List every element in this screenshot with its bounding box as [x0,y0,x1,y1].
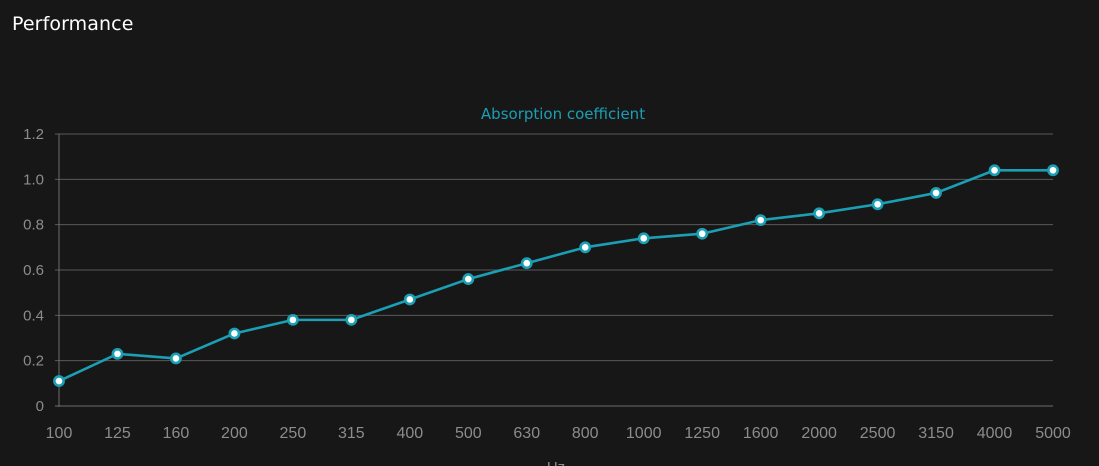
x-tick-label: 125 [104,425,131,442]
data-point [462,273,475,285]
y-tick-label: 0 [36,398,44,415]
x-axis-label: Hz [547,459,565,466]
x-tick-label: 100 [46,425,73,442]
series-line [58,168,1053,383]
data-point [930,187,942,199]
data-point [520,257,533,270]
x-tick-label: 250 [280,425,307,442]
line-layer [58,168,1053,383]
x-tick-label: 5000 [1035,425,1071,442]
x-tick-label: 3150 [918,425,954,442]
y-tick-label: 0.4 [23,307,44,324]
y-tick-label: 1.0 [23,171,44,188]
data-point [170,352,182,365]
x-tick-label: 800 [572,425,599,442]
x-tick-label: 1250 [684,425,720,442]
data-point [53,375,65,387]
x-tick-label: 2000 [801,425,837,442]
x-tick-label: 400 [396,425,423,442]
labels-layer: Absorption coefficient 0 0.2 0.4 0.6 0.8 1.0 1.… [23,105,1071,466]
y-tick-label: 0.2 [23,353,44,370]
data-point [111,347,124,360]
data-point [345,313,358,326]
data-point [579,241,592,254]
data-point [871,198,884,211]
points-layer [53,164,1059,387]
x-tick-label: 500 [455,425,482,442]
data-point [988,164,1001,177]
x-tick-label: 1000 [626,425,662,442]
x-tick-label: 1600 [743,425,779,442]
data-point [637,232,650,245]
x-tick-label: 4000 [977,425,1013,442]
y-tick-label: 1.2 [23,126,44,143]
chart-title: Absorption coefficient [481,105,645,123]
panel-title: Performance [12,13,134,35]
x-tick-label: 630 [513,425,540,442]
y-tick-label: 0.8 [23,217,44,234]
grid-layer [55,133,1053,362]
data-point [286,313,299,326]
x-tick-label: 200 [221,425,248,442]
data-point [813,207,826,220]
data-point [696,227,709,240]
axis-layer [55,134,1053,407]
x-tick-label: 315 [338,425,365,442]
y-tick-label: 0.6 [23,262,44,279]
data-point [403,293,416,306]
data-point [1047,164,1059,177]
x-tick-label: 160 [163,425,190,442]
data-point [228,327,241,340]
data-point [754,214,767,227]
x-tick-label: 2500 [860,425,896,442]
